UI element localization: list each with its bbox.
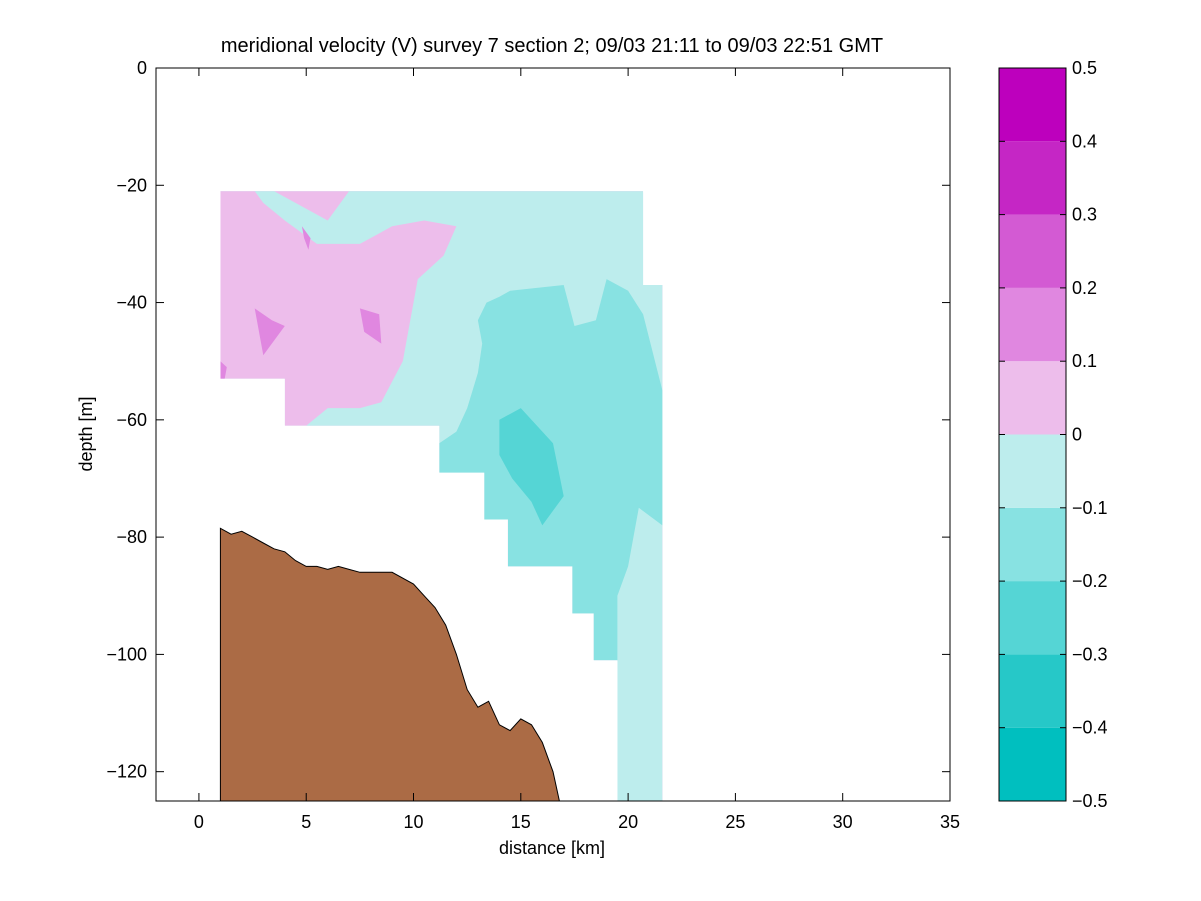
velocity-contour-region: [254, 308, 285, 356]
colorbar-swatch: [999, 287, 1066, 362]
colorbar-tick-label: 0.2: [1072, 278, 1097, 298]
x-tick-label: 20: [618, 812, 638, 832]
y-axis-label: depth [m]: [76, 396, 96, 471]
colorbar-tick-label: 0.5: [1072, 58, 1097, 78]
colorbar-tick-label: 0: [1072, 425, 1082, 445]
colorbar-tick-label: −0.1: [1072, 498, 1108, 518]
colorbar-swatch: [999, 654, 1066, 728]
colorbar-swatch: [999, 68, 1066, 142]
velocity-contour-region: [220, 361, 227, 379]
colorbar-tick-label: −0.2: [1072, 571, 1108, 591]
velocity-contour-region: [499, 408, 564, 526]
chart-title: meridional velocity (V) survey 7 section…: [221, 35, 883, 57]
colorbar-tick-label: 0.4: [1072, 131, 1097, 151]
x-tick-label: 0: [194, 812, 204, 832]
colorbar-tick-label: 0.3: [1072, 205, 1097, 225]
y-tick-label: −120: [106, 762, 147, 782]
colorbar-swatch: [999, 141, 1066, 215]
y-tick-label: −80: [116, 527, 147, 547]
plot-frame: [155, 67, 951, 802]
colorbar-swatch: [999, 361, 1066, 435]
colorbar-tick-label: −0.4: [1072, 718, 1108, 738]
colorbar-swatch: [999, 727, 1066, 801]
y-tick-label: 0: [137, 58, 147, 78]
velocity-contour-region: [359, 308, 382, 344]
colorbar-tick-label: 0.1: [1072, 351, 1097, 371]
seafloor-bathymetry: [219, 527, 561, 802]
x-tick-label: 35: [940, 812, 960, 832]
x-tick-label: 15: [511, 812, 531, 832]
x-axis-label: distance [km]: [499, 838, 605, 858]
colorbar-swatch: [999, 214, 1066, 288]
y-tick-label: −60: [116, 410, 147, 430]
x-tick-label: 5: [301, 812, 311, 832]
y-tick-label: −100: [106, 644, 147, 664]
colorbar-tick-label: −0.3: [1072, 644, 1108, 664]
x-tick-label: 25: [725, 812, 745, 832]
y-tick-label: −40: [116, 293, 147, 313]
colorbar-swatch: [999, 507, 1066, 582]
colorbar-swatch: [999, 434, 1066, 508]
y-tick-label: −20: [116, 175, 147, 195]
colorbar-tick-label: −0.5: [1072, 791, 1108, 811]
velocity-contour-region: [301, 226, 311, 250]
x-tick-label: 30: [833, 812, 853, 832]
colorbar-swatch: [999, 581, 1066, 655]
x-tick-label: 10: [403, 812, 423, 832]
